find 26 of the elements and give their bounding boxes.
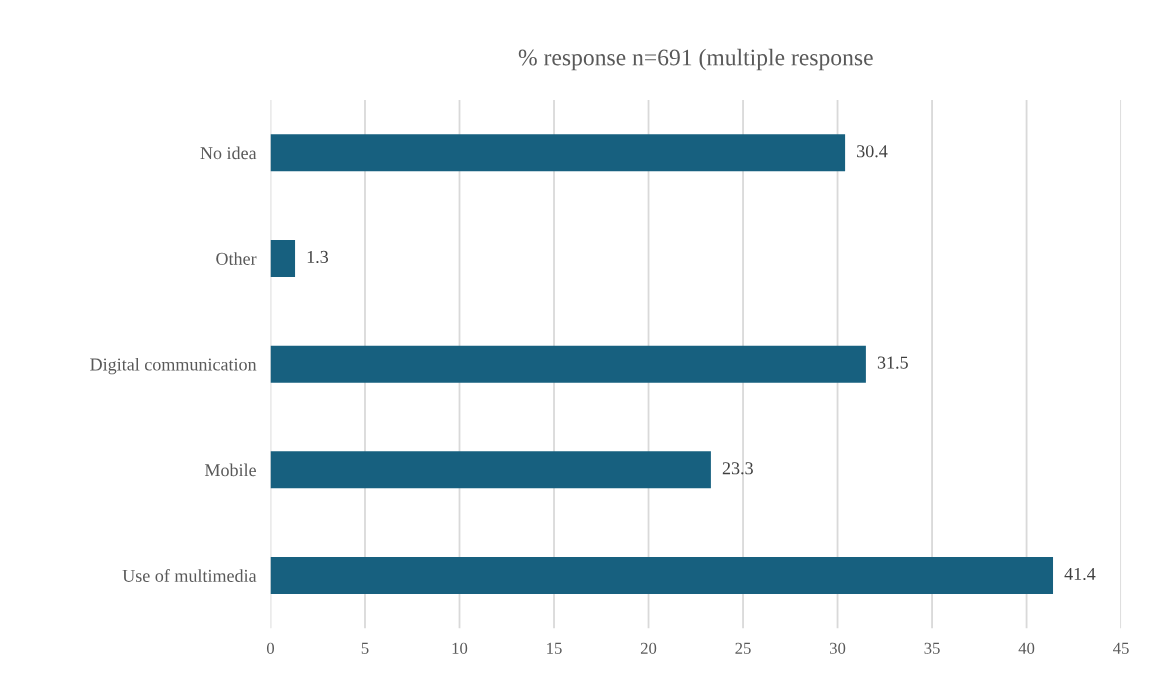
bar xyxy=(270,556,1054,594)
bar xyxy=(270,134,846,172)
y-tick-label: Other xyxy=(216,252,257,265)
bar xyxy=(270,345,866,383)
x-tick-label: 5 xyxy=(361,642,369,654)
data-label: 23.3 xyxy=(722,462,753,475)
x-tick-label: 0 xyxy=(266,642,275,654)
bar xyxy=(270,239,296,277)
x-tick-label: 25 xyxy=(735,642,751,654)
x-tick-label: 30 xyxy=(830,642,846,654)
x-tick-label: 45 xyxy=(1113,642,1129,654)
y-tick-label: Use of multimedia xyxy=(122,569,257,582)
y-tick-label: Mobile xyxy=(204,463,256,477)
data-label: 30.4 xyxy=(857,145,888,158)
x-tick-label: 35 xyxy=(924,642,940,654)
x-tick-label: 20 xyxy=(640,642,657,654)
data-label: 41.4 xyxy=(1064,567,1096,581)
y-tick-label: Digital communication xyxy=(90,357,257,375)
x-tick-label: 10 xyxy=(452,642,468,654)
bar xyxy=(270,451,711,489)
data-label: 31.5 xyxy=(877,356,908,369)
chart-title: % response n=691 (multiple response xyxy=(518,48,873,71)
x-tick-label: 15 xyxy=(547,642,562,654)
x-tick-label: 40 xyxy=(1018,642,1035,654)
y-tick-label: No idea xyxy=(200,146,257,160)
data-label: 1.3 xyxy=(307,250,329,264)
